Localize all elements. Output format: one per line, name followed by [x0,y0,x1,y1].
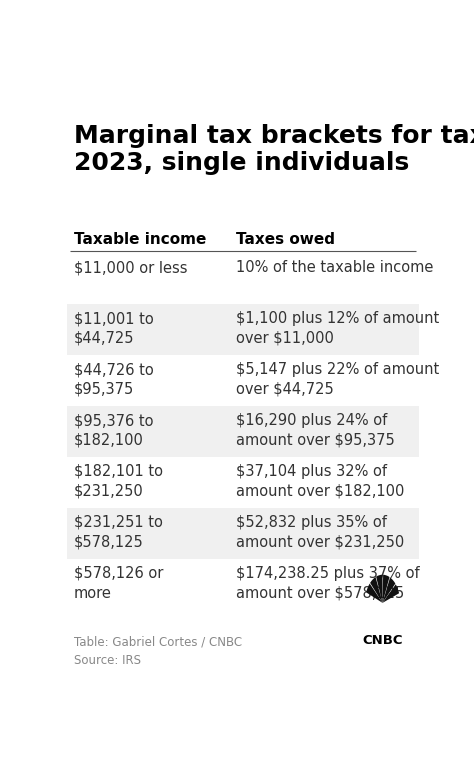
Text: $5,147 plus 22% of amount
over $44,725: $5,147 plus 22% of amount over $44,725 [236,362,439,396]
Bar [66,406,419,457]
Text: $52,832 plus 35% of
amount over $231,250: $52,832 plus 35% of amount over $231,250 [236,515,404,549]
Text: $578,126 or
more: $578,126 or more [74,566,164,600]
Wedge shape [366,584,383,603]
Text: $44,726 to
$95,375: $44,726 to $95,375 [74,362,154,396]
Text: $37,104 plus 32% of
amount over $182,100: $37,104 plus 32% of amount over $182,100 [236,464,404,498]
Wedge shape [383,575,390,603]
Text: $95,376 to
$182,100: $95,376 to $182,100 [74,413,154,447]
Wedge shape [383,578,395,603]
Text: Table: Gabriel Cortes / CNBC
Source: IRS: Table: Gabriel Cortes / CNBC Source: IRS [74,635,242,667]
Bar [66,508,419,559]
Text: $1,100 plus 12% of amount
over $11,000: $1,100 plus 12% of amount over $11,000 [236,311,439,345]
Bar [66,304,419,355]
Text: Taxes owed: Taxes owed [236,232,335,247]
Wedge shape [370,577,383,603]
Text: $174,238.25 plus 37% of
amount over $578,125: $174,238.25 plus 37% of amount over $578… [236,566,419,600]
Text: $11,000 or less: $11,000 or less [74,260,187,275]
Wedge shape [376,575,383,603]
Wedge shape [383,584,399,603]
Text: Taxable income: Taxable income [74,232,206,247]
Text: $182,101 to
$231,250: $182,101 to $231,250 [74,464,163,498]
Text: 10% of the taxable income: 10% of the taxable income [236,260,433,275]
Text: $11,001 to
$44,725: $11,001 to $44,725 [74,311,154,345]
Text: Marginal tax brackets for tax year
2023, single individuals: Marginal tax brackets for tax year 2023,… [74,123,474,175]
Text: $231,251 to
$578,125: $231,251 to $578,125 [74,515,163,549]
Text: $16,290 plus 24% of
amount over $95,375: $16,290 plus 24% of amount over $95,375 [236,413,394,447]
Text: CNBC: CNBC [362,634,403,647]
